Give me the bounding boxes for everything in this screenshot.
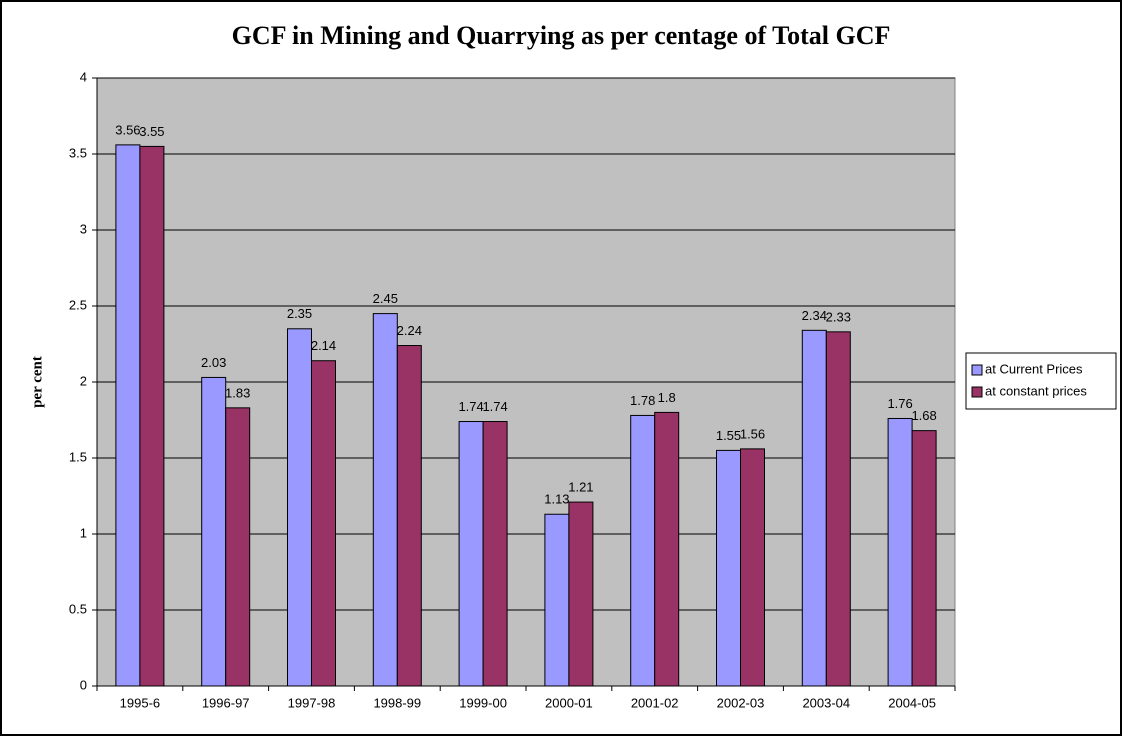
value-label: 1.56	[740, 426, 765, 441]
value-label: 2.33	[826, 309, 851, 324]
bar	[740, 448, 765, 687]
bar	[225, 407, 251, 687]
bar	[630, 414, 656, 687]
legend-box	[965, 352, 1117, 410]
value-label: 2.34	[802, 308, 827, 323]
value-label: 1.55	[716, 428, 741, 443]
bar	[801, 329, 827, 687]
x-tick-label: 1995-6	[120, 695, 160, 710]
x-tick-label: 1998-99	[373, 695, 421, 710]
y-tick-label: 1.5	[69, 449, 87, 464]
bar	[482, 421, 508, 687]
bar	[458, 421, 484, 687]
bar	[372, 313, 398, 687]
x-tick-label: 2000-01	[545, 695, 593, 710]
x-tick-label: 2004-05	[888, 695, 936, 710]
legend-label: at constant prices	[985, 383, 1087, 398]
value-label: 2.45	[373, 291, 398, 306]
x-tick-label: 1999-00	[459, 695, 507, 710]
value-label: 2.24	[397, 323, 422, 338]
y-tick-label: 0.5	[69, 601, 87, 616]
y-tick-label: 4	[80, 69, 87, 84]
bar	[201, 376, 227, 687]
legend-swatch	[971, 386, 983, 398]
y-tick-label: 3.5	[69, 145, 87, 160]
legend-label: at Current Prices	[985, 361, 1083, 376]
bar	[716, 449, 741, 687]
value-label: 3.56	[115, 122, 140, 137]
value-label: 1.8	[658, 390, 676, 405]
y-tick-label: 2	[80, 373, 87, 388]
x-tick-label: 1996-97	[202, 695, 250, 710]
bar	[287, 328, 312, 687]
bar	[396, 345, 422, 687]
value-label: 1.13	[544, 492, 569, 507]
bar	[139, 145, 165, 687]
x-tick-label: 2001-02	[631, 695, 679, 710]
bar	[654, 411, 680, 687]
value-label: 2.14	[311, 338, 336, 353]
bar	[825, 331, 851, 687]
value-label: 1.83	[225, 385, 250, 400]
y-tick-label: 1	[80, 525, 87, 540]
x-tick-label: 1997-98	[288, 695, 336, 710]
value-label: 1.21	[568, 480, 593, 495]
y-axis-label: per cent	[29, 356, 45, 408]
value-label: 2.35	[287, 306, 312, 321]
y-tick-label: 0	[80, 677, 87, 692]
value-label: 1.78	[630, 393, 655, 408]
x-tick-label: 2003-04	[802, 695, 850, 710]
y-tick-label: 2.5	[69, 297, 87, 312]
bar	[911, 430, 937, 687]
value-label: 1.76	[887, 396, 912, 411]
bar	[544, 513, 570, 687]
x-tick-label: 2002-03	[717, 695, 765, 710]
value-label: 1.74	[458, 399, 483, 414]
bar	[568, 501, 594, 687]
value-label: 2.03	[201, 355, 226, 370]
value-label: 3.55	[139, 124, 164, 139]
y-tick-label: 3	[80, 221, 87, 236]
bar	[311, 360, 336, 687]
value-label: 1.74	[482, 399, 507, 414]
value-label: 1.68	[911, 408, 936, 423]
chart-title: GCF in Mining and Quarrying as per centa…	[232, 21, 891, 50]
bar	[115, 144, 141, 687]
bar	[887, 417, 913, 687]
legend-swatch	[971, 364, 983, 376]
